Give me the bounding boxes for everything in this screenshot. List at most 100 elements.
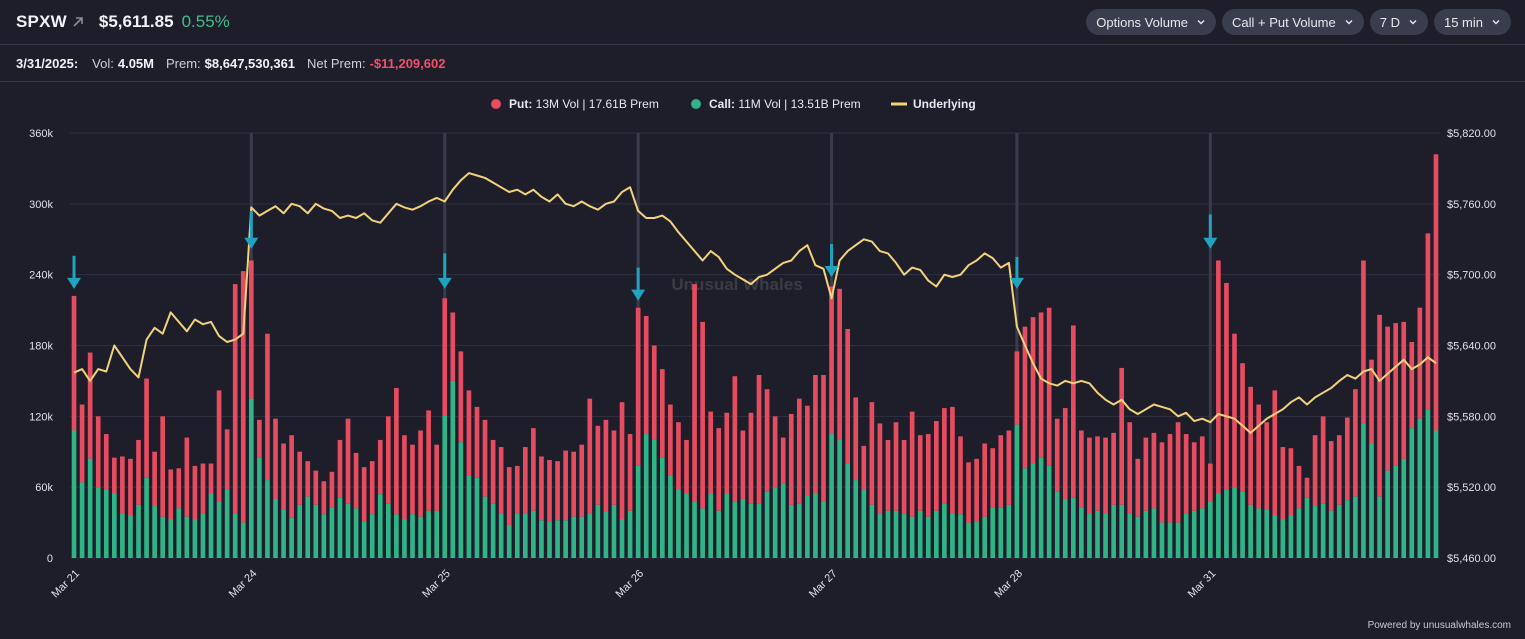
put-volume-bar (1087, 437, 1092, 514)
put-volume-bar (128, 458, 133, 516)
prem-value: $8,647,530,361 (204, 55, 296, 71)
put-volume-bar (748, 412, 754, 504)
call-volume-bar (579, 516, 585, 558)
put-volume-bar (635, 307, 641, 466)
call-volume-bar (506, 524, 512, 558)
call-volume-bar (563, 520, 568, 558)
put-volume-bar (950, 406, 955, 514)
put-volume-bar (1151, 432, 1157, 509)
call-volume-bar (531, 510, 536, 558)
call-volume-bar (361, 521, 367, 558)
arrow-head (244, 237, 259, 249)
y-right-tick-label: $5,580.00 (1447, 411, 1496, 423)
call-volume-bar (1256, 508, 1262, 558)
call-volume-bar (1062, 498, 1068, 558)
put-volume-bar (1288, 448, 1294, 516)
volume-type-select[interactable]: Call + Put Volume (1222, 9, 1364, 35)
external-link-icon[interactable] (71, 15, 85, 29)
put-volume-bar (700, 321, 705, 509)
y-right-tick-label: $5,760.00 (1447, 199, 1496, 211)
call-volume-bar (651, 439, 657, 558)
x-tick-label: Mar 26 (614, 568, 647, 601)
put-volume-bar (587, 398, 593, 514)
put-volume-bar (724, 412, 730, 494)
call-volume-bar (1312, 506, 1318, 558)
put-volume-bar (829, 286, 834, 435)
legend-entry: Underlying (913, 97, 976, 111)
call-volume-bar (79, 482, 85, 558)
put-volume-bar (136, 439, 141, 505)
put-volume-bar (1328, 441, 1334, 511)
legend-entry: Put: 13M Vol | 17.61B Prem (509, 97, 659, 111)
call-volume-bar (1344, 500, 1350, 558)
range-select[interactable]: 7 D (1369, 9, 1428, 35)
call-volume-bar (184, 516, 190, 558)
call-volume-bar (136, 504, 141, 558)
put-volume-bar (337, 439, 343, 498)
put-volume-bar (1135, 458, 1141, 517)
put-volume-bar (539, 456, 544, 521)
call-volume-bar (353, 508, 359, 558)
ticker-symbol: SPXW (16, 12, 67, 31)
call-volume-bar (1336, 504, 1342, 558)
call-volume-bar (555, 520, 560, 558)
call-volume-bar (1022, 468, 1028, 558)
call-volume-bar (805, 495, 810, 558)
put-volume-bar (1433, 154, 1439, 431)
legend-entry: Call: 11M Vol | 13.51B Prem (709, 97, 861, 111)
put-volume-bar (1127, 422, 1133, 514)
put-volume-bar (1264, 422, 1270, 510)
call-volume-bar (933, 510, 939, 558)
call-volume-bar (676, 489, 681, 558)
call-volume-bar (635, 465, 641, 558)
put-volume-bar (1143, 437, 1149, 511)
call-volume-bar (434, 510, 440, 558)
call-volume-bar (1006, 504, 1012, 558)
put-volume-bar (474, 406, 480, 478)
call-volume-bar (289, 517, 294, 558)
call-volume-bar (1199, 508, 1205, 558)
market-open-arrow (437, 253, 452, 289)
call-volume-bar (1175, 522, 1181, 558)
arrow-head (437, 277, 452, 289)
call-volume-bar (869, 504, 875, 558)
put-volume-bar (1361, 260, 1366, 424)
call-volume-bar (1240, 491, 1245, 558)
footer-credit: Powered by unusualwhales.com (1367, 620, 1511, 631)
call-volume-bar (692, 501, 697, 558)
interval-select[interactable]: 15 min (1433, 9, 1511, 35)
put-volume-bar (79, 404, 85, 483)
put-volume-bar (434, 444, 440, 511)
put-volume-bar (426, 410, 431, 511)
underlying-price-line (73, 172, 1437, 434)
metric-select[interactable]: Options Volume (1086, 9, 1217, 35)
call-volume-bar (1353, 496, 1358, 558)
put-volume-bar (321, 481, 327, 515)
call-volume-bar (780, 483, 786, 558)
arrow-head (824, 266, 839, 278)
call-volume-bar (377, 494, 383, 558)
put-volume-bar (901, 439, 907, 514)
put-volume-bar (942, 408, 947, 504)
call-volume-bar (442, 415, 448, 558)
call-volume-bar (1079, 507, 1084, 558)
call-volume-bar (756, 503, 762, 558)
call-volume-bar (426, 510, 431, 558)
y-left-tick-label: 360k (29, 128, 53, 140)
call-volume-bar (1014, 424, 1020, 558)
call-volume-bar (402, 519, 407, 558)
call-volume-bar (1328, 510, 1334, 558)
call-volume-bar (1409, 428, 1415, 558)
put-volume-bar (1296, 465, 1302, 509)
put-volume-bar (780, 437, 786, 484)
call-volume-bar (990, 507, 996, 558)
call-volume-bar (684, 493, 689, 558)
put-volume-bar (1216, 260, 1221, 494)
put-volume-bar (1103, 437, 1108, 514)
call-volume-bar (1167, 522, 1173, 558)
call-volume-bar (1070, 497, 1076, 558)
put-volume-bar (377, 439, 383, 495)
range-select-label: 7 D (1379, 14, 1400, 30)
options-volume-chart[interactable]: 360k 300k 240k 180k 120k 60k 0 $5,820.00 $5,760.… (0, 82, 1525, 622)
put-volume-bar (385, 416, 391, 504)
